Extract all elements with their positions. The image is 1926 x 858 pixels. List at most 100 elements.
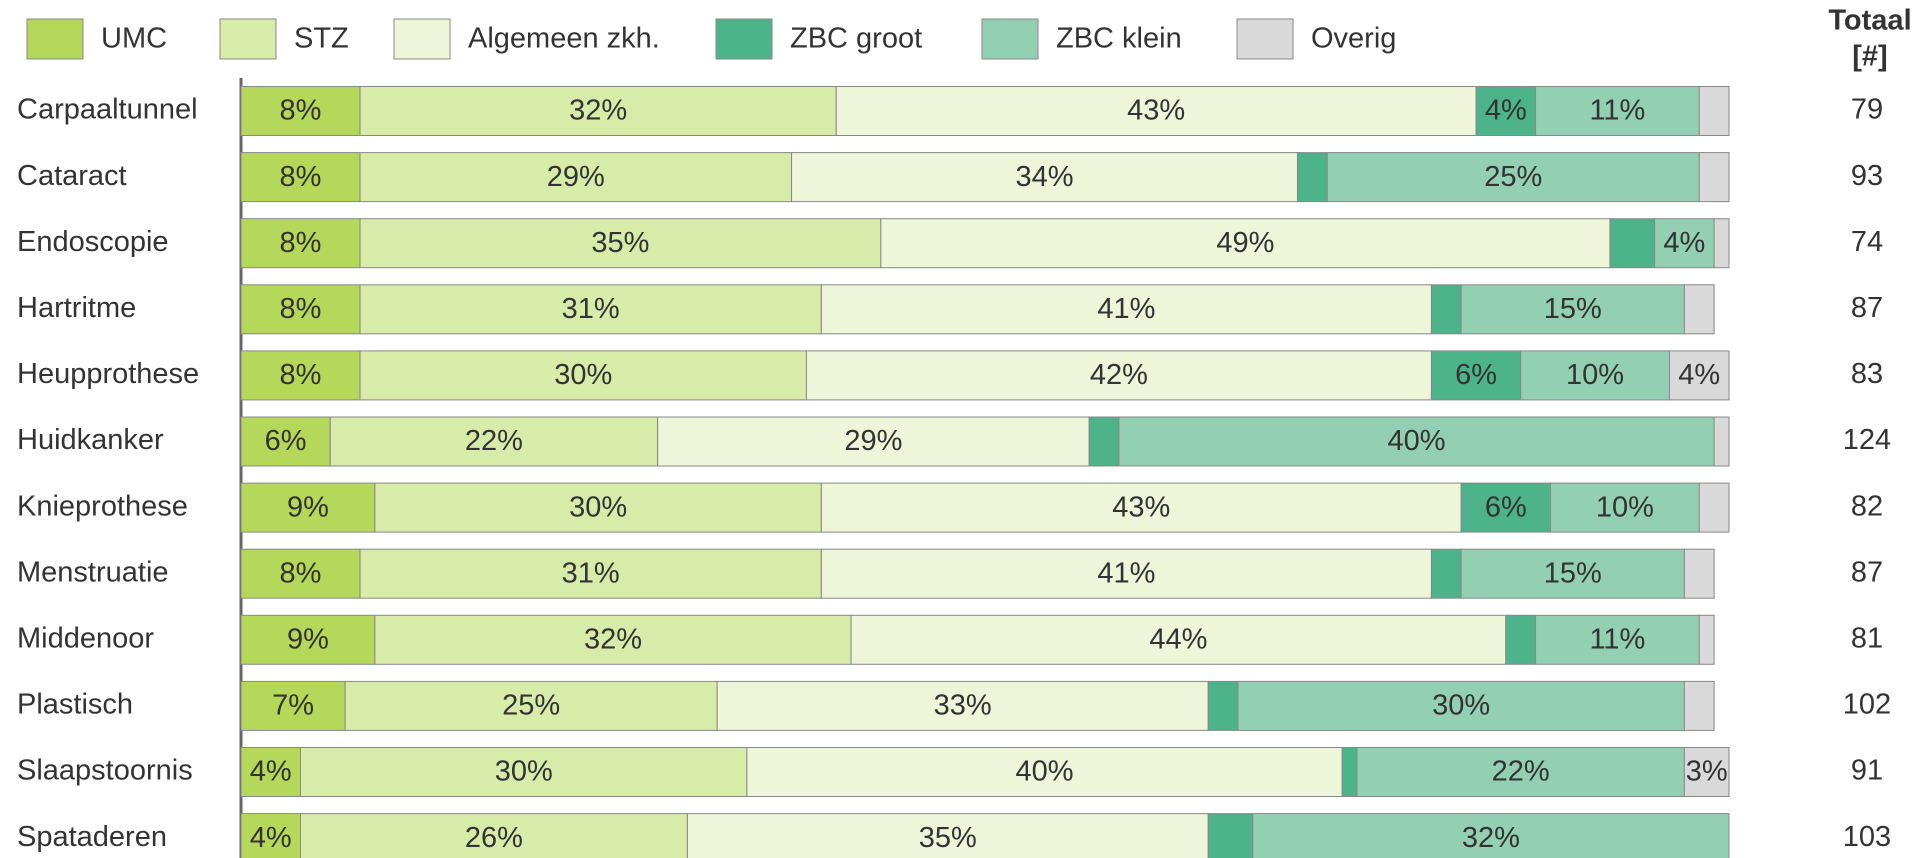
total-label: 83: [1851, 358, 1883, 390]
value-label: 7%: [272, 690, 314, 722]
total-label: 87: [1851, 556, 1883, 588]
bar-segment: [657, 416, 1090, 467]
bar-segment: [1609, 218, 1656, 269]
total-label: 82: [1851, 490, 1883, 522]
value-label: 4%: [250, 756, 292, 788]
bar-segment: [240, 416, 331, 467]
value-label: 32%: [584, 623, 642, 655]
value-label: 4%: [1485, 95, 1527, 127]
bar-segment: [359, 548, 822, 599]
value-label: 3%: [1686, 756, 1728, 788]
legend-swatch: [26, 18, 84, 60]
bar-segment: [1698, 482, 1730, 533]
legend-label: Algemeen zkh.: [468, 23, 660, 55]
bar-segment: [1535, 614, 1700, 665]
value-label: 8%: [280, 227, 322, 259]
totals-title: Totaal: [1828, 5, 1911, 37]
bar-segment: [300, 813, 688, 858]
value-label: 6%: [1455, 359, 1497, 391]
value-label: 10%: [1566, 359, 1624, 391]
legend-label: ZBC groot: [790, 23, 922, 55]
bar-segment: [1326, 152, 1700, 203]
bar-segment: [686, 813, 1209, 858]
value-label: 15%: [1544, 557, 1602, 589]
value-label: 32%: [569, 95, 627, 127]
bar-segment: [1252, 813, 1730, 858]
value-label: 30%: [1432, 690, 1490, 722]
bar-segment: [1683, 680, 1715, 731]
bar-segment: [820, 482, 1462, 533]
bar-segment: [1505, 614, 1537, 665]
legend-swatch: [715, 18, 773, 60]
bar-segment: [805, 350, 1432, 401]
bar-segment: [1698, 86, 1730, 136]
category-label: Plastisch: [17, 689, 133, 721]
total-label: 87: [1851, 292, 1883, 324]
legend-label: ZBC klein: [1056, 23, 1182, 55]
value-label: 35%: [919, 822, 977, 854]
bar-segment: [1341, 747, 1358, 797]
total-label: 79: [1851, 94, 1883, 126]
legend-label: STZ: [294, 23, 349, 55]
legend-swatch: [981, 18, 1039, 60]
bar-segment: [1668, 350, 1730, 401]
bar-segment: [1296, 152, 1328, 203]
value-label: 30%: [554, 359, 612, 391]
bar-segment: [820, 548, 1432, 599]
bar-segment: [1654, 218, 1715, 269]
value-label: 41%: [1097, 293, 1155, 325]
value-label: 31%: [562, 557, 620, 589]
value-label: 22%: [1492, 756, 1550, 788]
bar-segment: [359, 86, 837, 136]
value-label: 6%: [1485, 491, 1527, 523]
category-label: Spataderen: [17, 821, 167, 853]
total-label: 103: [1843, 821, 1891, 853]
bar-segment: [1356, 747, 1685, 797]
legend-swatch: [219, 18, 277, 60]
bar-segment: [240, 218, 361, 269]
total-label: 91: [1851, 755, 1883, 787]
value-label: 15%: [1544, 293, 1602, 325]
value-label: 11%: [1589, 95, 1645, 127]
value-label: 8%: [280, 293, 322, 325]
value-label: 6%: [265, 425, 307, 457]
bar-segment: [240, 350, 361, 401]
value-label: 8%: [280, 359, 322, 391]
value-label: 31%: [562, 293, 620, 325]
bar-segment: [1088, 416, 1120, 467]
value-label: 35%: [591, 227, 649, 259]
value-label: 25%: [502, 690, 560, 722]
bar-segment: [240, 614, 376, 665]
bar-segment: [1430, 284, 1462, 335]
value-label: 40%: [1015, 756, 1073, 788]
legend-label: Overig: [1311, 23, 1396, 55]
category-label: Endoscopie: [17, 226, 169, 258]
category-label: Carpaaltunnel: [17, 94, 198, 126]
bar-segment: [1683, 284, 1715, 335]
total-label: 102: [1843, 689, 1891, 721]
value-label: 34%: [1015, 161, 1073, 193]
value-label: 25%: [1484, 161, 1542, 193]
value-label: 11%: [1589, 623, 1645, 655]
value-label: 41%: [1097, 557, 1155, 589]
value-label: 40%: [1387, 425, 1445, 457]
value-label: 10%: [1596, 491, 1654, 523]
bar-segment: [1683, 548, 1715, 599]
value-label: 8%: [280, 557, 322, 589]
legend-swatch: [393, 18, 451, 60]
total-label: 81: [1851, 622, 1883, 654]
value-label: 33%: [934, 690, 992, 722]
value-label: 26%: [465, 822, 523, 854]
bar-segment: [359, 350, 807, 401]
bar-segment: [1683, 747, 1730, 797]
bar-segment: [240, 284, 361, 335]
value-label: 43%: [1112, 491, 1170, 523]
bar-segment: [820, 284, 1432, 335]
bar-segment: [1237, 680, 1685, 731]
bar-segment: [359, 284, 822, 335]
value-label: 9%: [287, 623, 329, 655]
bar-segment: [240, 482, 376, 533]
value-label: 44%: [1149, 623, 1207, 655]
value-label: 42%: [1090, 359, 1148, 391]
